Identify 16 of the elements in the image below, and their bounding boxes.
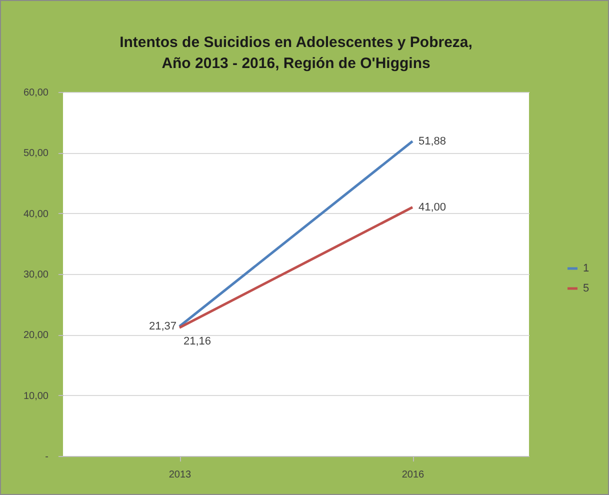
y-tick-label: 40,00 bbox=[23, 208, 49, 220]
data-label: 21,37 bbox=[148, 320, 176, 332]
x-tick-label: 2013 bbox=[168, 470, 192, 480]
legend-label: 5 bbox=[583, 282, 590, 294]
chart-title: Intentos de Suicidios en Adolescentes y Pobreza, Año 2013 - 2016, Región de O'Higgins bbox=[120, 34, 472, 72]
data-label: 21,16 bbox=[184, 336, 212, 348]
y-tick-label: 20,00 bbox=[23, 330, 49, 342]
y-tick-label: 10,00 bbox=[23, 390, 49, 402]
data-label: 41,00 bbox=[418, 201, 446, 214]
x-tick-label: 2016 bbox=[402, 470, 425, 480]
data-label: 51,88 bbox=[418, 135, 446, 148]
y-tick-label: 50,00 bbox=[23, 148, 49, 160]
y-tick-label: 30,00 bbox=[23, 270, 49, 280]
y-tick-label: 60,00 bbox=[23, 88, 49, 98]
y-tick-label: - bbox=[45, 452, 48, 462]
legend-label: 1 bbox=[583, 262, 590, 274]
